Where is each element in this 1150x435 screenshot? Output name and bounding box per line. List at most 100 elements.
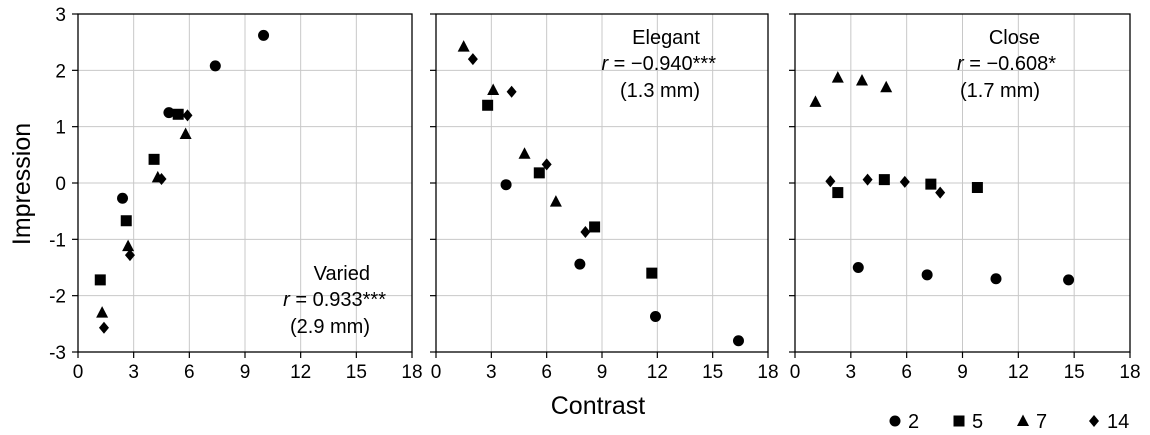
annotation-title: Close (989, 27, 1040, 49)
x-axis-title: Contrast (551, 392, 646, 420)
data-point-triangle (518, 147, 531, 159)
data-point-diamond (506, 85, 517, 98)
x-tick-label: 0 (431, 362, 442, 383)
legend-label: 5 (972, 411, 983, 433)
data-point-triangle (122, 239, 135, 252)
data-point-square (94, 274, 106, 286)
data-point-circle (163, 107, 175, 119)
x-tick-label: 9 (240, 362, 251, 383)
annotation-correlation: r = −0.608* (957, 53, 1056, 75)
x-tick-label: 12 (290, 362, 311, 383)
data-point-circle (852, 262, 864, 273)
legend-item-5: 5 (953, 411, 983, 433)
data-point-circle (117, 192, 129, 204)
y-tick-label: -1 (49, 230, 66, 251)
x-tick-label: 15 (1064, 362, 1085, 383)
data-point-square (172, 108, 184, 120)
data-point-triangle (549, 195, 562, 207)
x-tick-label: 18 (1119, 362, 1140, 383)
legend: 2 5 7 14 (889, 411, 1129, 433)
data-point-diamond (580, 226, 591, 239)
legend-marker-diamond (1089, 415, 1099, 427)
data-point-circle (649, 311, 661, 323)
y-tick-label: 3 (55, 5, 66, 26)
series-2 (117, 29, 270, 204)
data-point-square (971, 182, 983, 194)
data-point-diamond (935, 186, 946, 199)
annotation-size: (1.3 mm) (620, 80, 700, 102)
annotation-title: Varied (314, 263, 370, 285)
data-point-square (148, 153, 160, 165)
data-point-diamond (862, 173, 873, 186)
data-point-diamond (825, 175, 836, 188)
annotation-correlation: r = 0.933*** (283, 289, 386, 311)
data-point-square (120, 215, 132, 227)
annotation-size: (2.9 mm) (290, 316, 370, 338)
data-point-diamond (467, 53, 478, 66)
data-point-diamond (182, 109, 193, 122)
data-point-square (832, 187, 844, 199)
data-point-circle (921, 269, 933, 281)
data-point-circle (1063, 274, 1075, 286)
data-point-circle (209, 60, 221, 72)
data-point-square (589, 221, 601, 233)
x-tick-label: 12 (1008, 362, 1029, 383)
y-tick-label: 1 (55, 118, 66, 139)
x-tick-label: 3 (128, 362, 139, 383)
series-14 (467, 53, 591, 239)
annotation-size: (1.7 mm) (960, 80, 1040, 102)
annotation-correlation: r = −0.940*** (601, 53, 716, 75)
legend-label: 14 (1107, 411, 1129, 433)
x-tick-label: 9 (957, 362, 968, 383)
data-point-triangle (809, 95, 822, 107)
x-tick-label: 6 (541, 362, 552, 383)
legend-item-7: 7 (1017, 411, 1047, 433)
y-tick-label: 2 (55, 61, 66, 82)
series-7 (96, 127, 192, 318)
series-5 (482, 99, 658, 279)
x-tick-label: 6 (184, 362, 195, 383)
y-tick-label: -3 (49, 343, 66, 364)
x-tick-label: 9 (597, 362, 608, 383)
data-point-circle (500, 179, 512, 191)
series-2 (500, 179, 744, 347)
data-point-square (646, 267, 658, 279)
x-tick-label: 15 (346, 362, 367, 383)
data-point-circle (990, 273, 1002, 285)
data-point-triangle (856, 73, 868, 86)
legend-item-2: 2 (889, 411, 919, 433)
y-tick-label: 0 (55, 174, 66, 195)
data-point-circle (732, 335, 744, 347)
data-point-diamond (156, 173, 167, 186)
panel-1: 0 3 6 9 12 15 18 3 2 1 0 -1 -2 -3 Varied r = 0.933*** (2… (49, 5, 422, 383)
data-point-diamond (124, 249, 135, 262)
legend-marker-circle (889, 415, 901, 427)
series-14 (98, 109, 193, 334)
data-point-triangle (457, 40, 470, 52)
data-point-diamond (541, 158, 552, 171)
y-axis-title: Impression (8, 123, 36, 245)
series-5 (94, 108, 184, 286)
series-7 (809, 71, 893, 107)
series-14 (825, 173, 946, 199)
data-point-triangle (487, 83, 500, 96)
data-point-diamond (98, 321, 109, 334)
data-point-circle (258, 29, 270, 41)
x-tick-label: 3 (846, 362, 857, 383)
x-tick-label: 0 (73, 362, 84, 383)
legend-item-14: 14 (1089, 411, 1129, 433)
x-tick-label: 18 (401, 362, 422, 383)
legend-label: 7 (1036, 411, 1047, 433)
panel-3: 0 3 6 9 12 15 18 Close r = −0.608* (1.7 mm) (789, 13, 1141, 383)
legend-marker-square (953, 415, 965, 427)
series-5 (832, 174, 983, 199)
data-point-square (533, 167, 545, 179)
data-point-triangle (880, 80, 893, 93)
legend-label: 2 (908, 411, 919, 433)
data-point-diamond (899, 175, 910, 188)
data-point-square (878, 174, 890, 186)
series-7 (457, 40, 562, 207)
panel-2: 0 3 6 9 12 15 18 Elegant r = −0.940*** (1.3 mm) (430, 13, 779, 383)
panels: 0 3 6 9 12 15 18 3 2 1 0 -1 -2 -3 Varied r = 0.933*** (2… (49, 5, 1140, 383)
